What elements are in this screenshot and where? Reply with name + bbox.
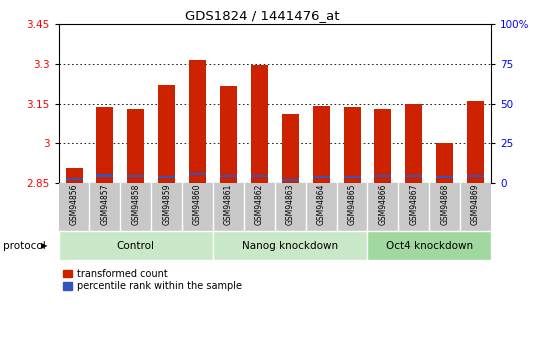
Text: GSM94868: GSM94868 <box>440 184 449 225</box>
Bar <box>374 175 391 177</box>
Bar <box>467 101 484 183</box>
Bar <box>97 108 113 183</box>
Bar <box>374 109 391 183</box>
Legend: transformed count, percentile rank within the sample: transformed count, percentile rank withi… <box>64 269 242 291</box>
Text: GSM94862: GSM94862 <box>255 184 264 225</box>
Bar <box>220 175 237 177</box>
Text: Nanog knockdown: Nanog knockdown <box>242 241 338 251</box>
Bar <box>213 231 368 260</box>
Bar <box>65 178 83 180</box>
Text: GDS1824 / 1441476_at: GDS1824 / 1441476_at <box>185 9 339 22</box>
Text: GSM94864: GSM94864 <box>316 184 326 225</box>
Bar <box>344 108 360 183</box>
Bar <box>220 86 237 183</box>
Bar <box>158 85 175 183</box>
Text: GSM94856: GSM94856 <box>70 184 79 225</box>
Text: GSM94857: GSM94857 <box>100 184 109 225</box>
Bar <box>467 175 484 177</box>
Bar <box>189 60 206 183</box>
Bar <box>282 179 299 181</box>
Text: GSM94865: GSM94865 <box>348 184 357 225</box>
Text: GSM94859: GSM94859 <box>162 184 171 225</box>
Bar <box>368 231 491 260</box>
Text: GSM94860: GSM94860 <box>193 184 202 225</box>
Bar <box>127 175 145 177</box>
Bar <box>405 104 422 183</box>
Bar <box>97 174 113 177</box>
Bar <box>189 173 206 175</box>
Bar <box>251 175 268 177</box>
Bar <box>65 168 83 183</box>
Bar <box>127 109 145 183</box>
Bar <box>405 175 422 177</box>
Text: GSM94869: GSM94869 <box>471 184 480 225</box>
Text: ▶: ▶ <box>41 241 47 250</box>
Text: Oct4 knockdown: Oct4 knockdown <box>386 241 473 251</box>
Bar <box>436 176 453 178</box>
Bar <box>59 231 213 260</box>
Bar <box>312 106 330 183</box>
Bar <box>344 176 360 178</box>
Bar <box>436 143 453 183</box>
Text: GSM94867: GSM94867 <box>410 184 418 225</box>
Text: GSM94861: GSM94861 <box>224 184 233 225</box>
Text: Control: Control <box>117 241 155 251</box>
Bar <box>312 176 330 178</box>
Text: GSM94858: GSM94858 <box>131 184 140 225</box>
Text: GSM94866: GSM94866 <box>378 184 387 225</box>
Bar <box>158 176 175 178</box>
Bar <box>251 65 268 183</box>
Bar <box>282 114 299 183</box>
Text: protocol: protocol <box>3 241 46 251</box>
Text: GSM94863: GSM94863 <box>286 184 295 225</box>
